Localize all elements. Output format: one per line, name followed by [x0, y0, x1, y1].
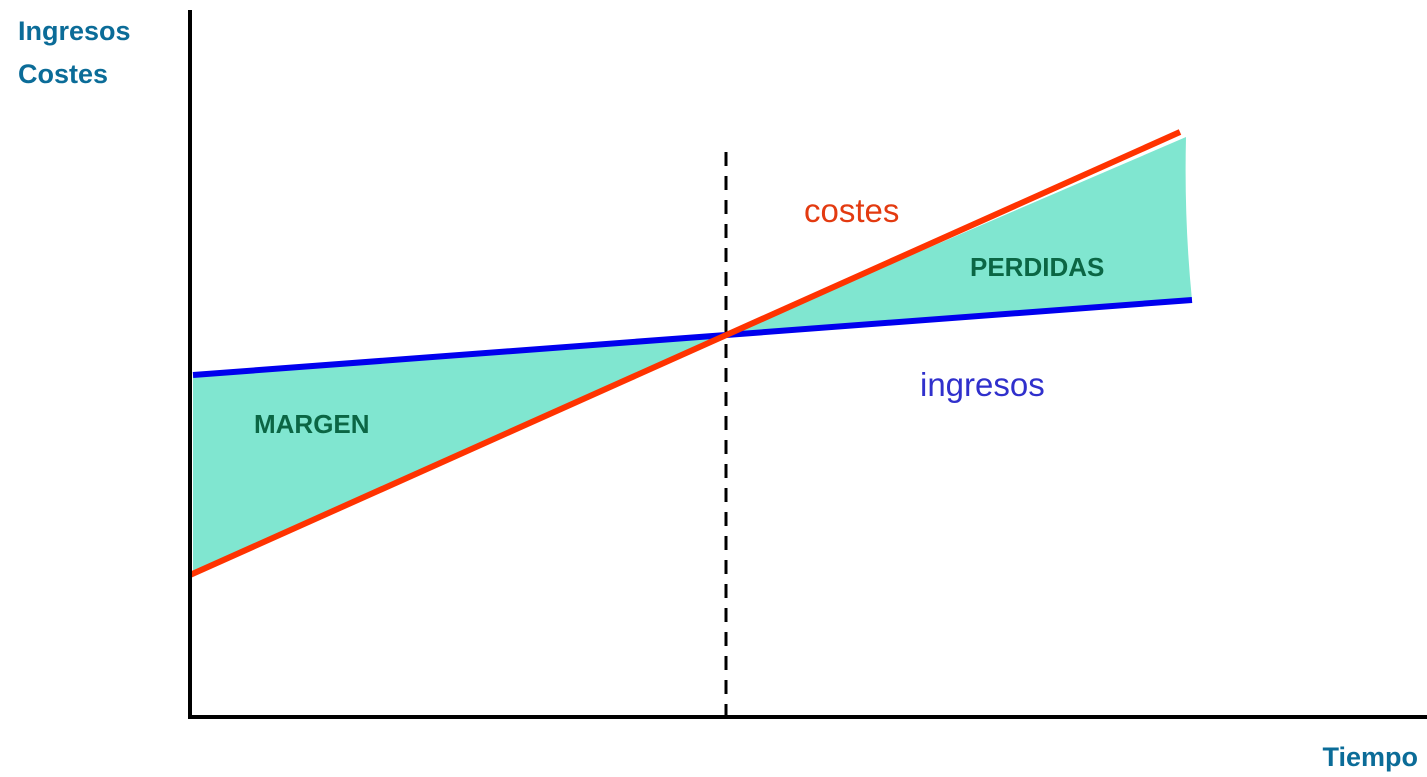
region-label: MARGEN	[254, 409, 370, 439]
revenue-line	[192, 297, 1193, 378]
line-label: costes	[804, 192, 899, 229]
region-label: PERDIDAS	[970, 252, 1104, 282]
x-axis-label: Tiempo	[1322, 742, 1418, 772]
y-axis-label: Ingresos	[18, 16, 131, 46]
cost-line	[188, 129, 1182, 578]
y-axis-label: Costes	[18, 59, 108, 89]
line-label: ingresos	[920, 366, 1045, 403]
